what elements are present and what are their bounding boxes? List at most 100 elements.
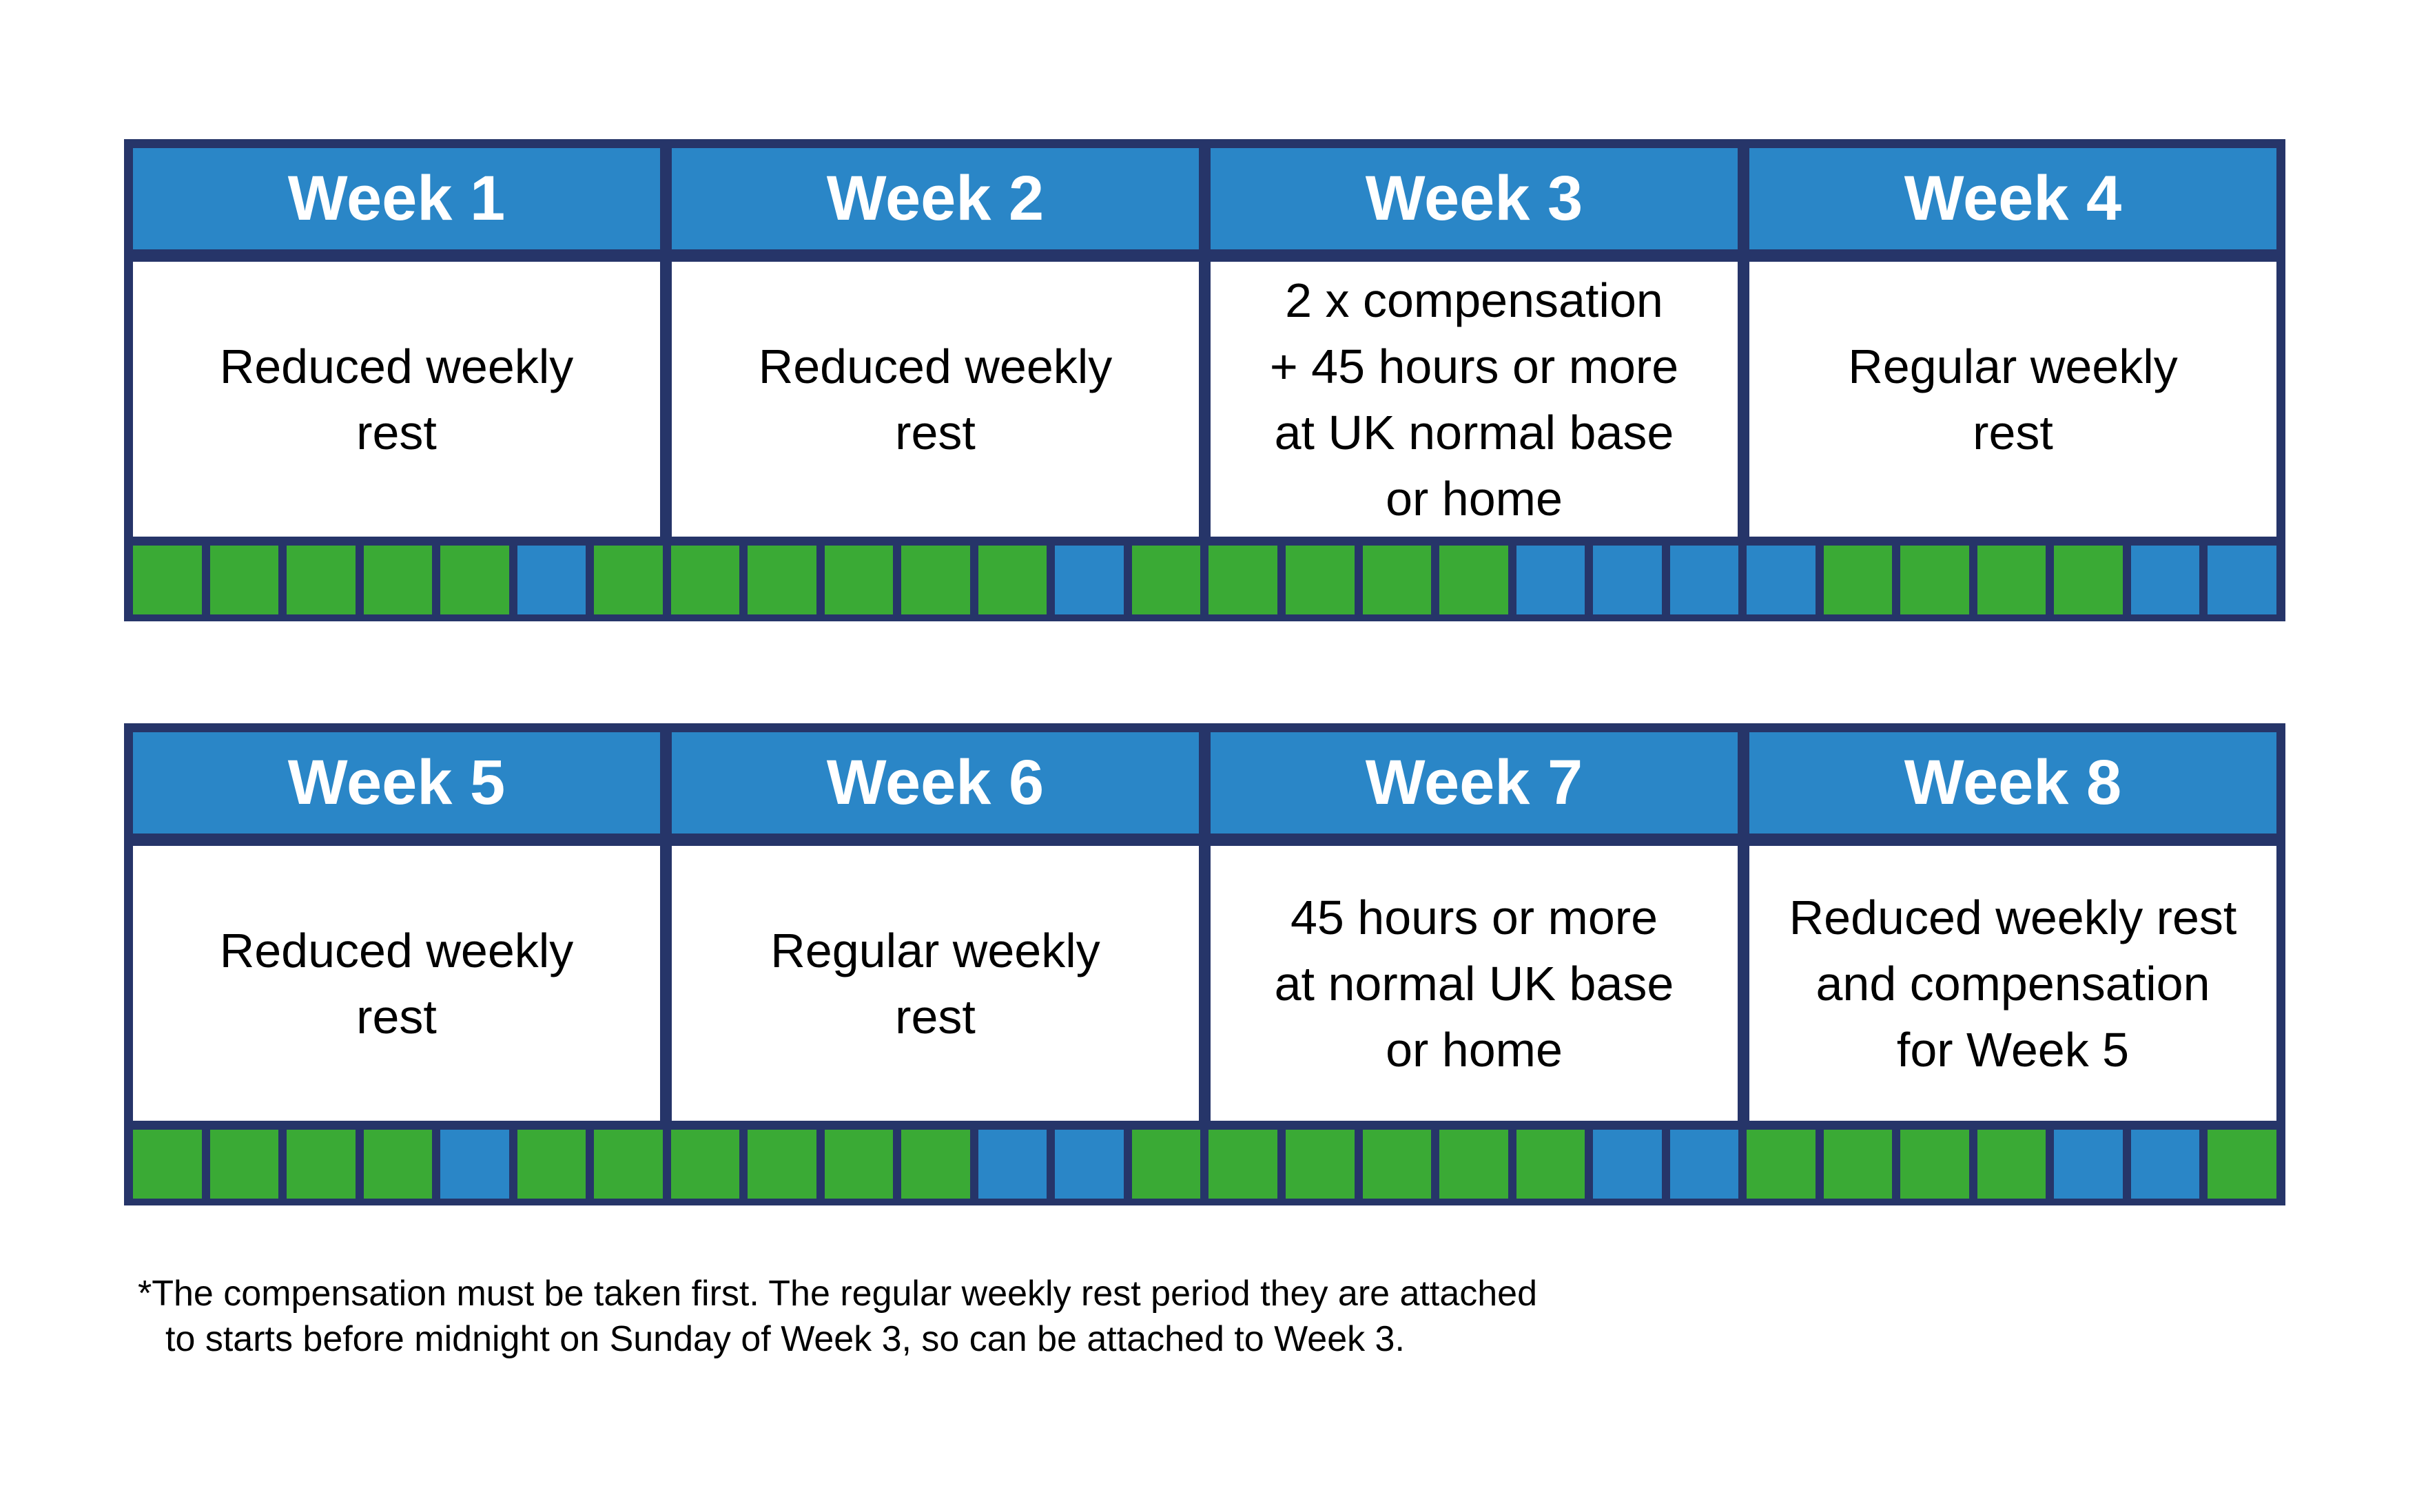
day-square-work [1208, 1130, 1277, 1199]
description-line: 45 hours or more [1290, 890, 1658, 944]
description-line: or home [1386, 1022, 1563, 1077]
day-square-work [1900, 1130, 1969, 1199]
footnote-line: to starts before midnight on Sunday of W… [165, 1319, 1405, 1359]
day-square-work [1362, 546, 1432, 614]
day-square-work [1823, 1130, 1893, 1199]
description-line: Reduced weekly [219, 339, 574, 393]
day-square-work [901, 1130, 970, 1199]
description-row: Reduced weekly rest Reduced weekly rest 2 x … [133, 262, 2276, 537]
day-square-work [824, 546, 894, 614]
week-description-4: Regular weekly rest [1749, 262, 2276, 537]
description-line: Reduced weekly [758, 339, 1113, 393]
day-square-work [1285, 546, 1355, 614]
week-tables: Week 1 Week 2 Week 3 Week 4 Reduced weekly re… [0, 139, 2417, 1205]
day-square-rest [978, 1130, 1047, 1199]
description-line: rest [1973, 405, 2053, 459]
day-square-work [594, 1130, 663, 1199]
day-square-rest [1055, 546, 1124, 614]
day-square-rest [2130, 1130, 2200, 1199]
day-square-work [363, 1130, 433, 1199]
day-square-work [824, 1130, 894, 1199]
description-line: rest [356, 405, 437, 459]
week-description-2: Reduced weekly rest [672, 262, 1199, 537]
description-row: Reduced weekly rest Regular weekly rest 45 h… [133, 846, 2276, 1121]
day-square-rest [2054, 1130, 2123, 1199]
day-square-work [1208, 546, 1277, 614]
description-line: 2 x compensation [1285, 273, 1663, 327]
day-square-work [1439, 1130, 1508, 1199]
description-line: rest [895, 405, 976, 459]
day-square-work [440, 546, 509, 614]
day-square-work [748, 1130, 816, 1199]
day-square-work [1977, 1130, 2046, 1199]
week-header-5: Week 5 [133, 732, 660, 833]
days-strip-2 [133, 1130, 2276, 1199]
day-square-work [670, 546, 740, 614]
day-square-work [1747, 1130, 1816, 1199]
description-line: at normal UK base [1274, 956, 1674, 1011]
week-description-5: Reduced weekly rest [133, 846, 660, 1121]
day-square-rest [2130, 546, 2200, 614]
day-square-work [1516, 1130, 1585, 1199]
week-description-6: Regular weekly rest [672, 846, 1199, 1121]
description-line: Regular weekly [770, 923, 1100, 977]
week-header-4: Week 4 [1749, 148, 2276, 249]
description-line: or home [1386, 471, 1563, 526]
day-square-work [287, 1130, 356, 1199]
day-square-work [1131, 546, 1201, 614]
day-square-work [901, 546, 970, 614]
week-description-3: 2 x compensation + 45 hours or more at UK … [1211, 262, 1738, 537]
day-square-rest [517, 546, 586, 614]
day-square-work [670, 1130, 740, 1199]
day-square-rest [1669, 546, 1739, 614]
week-header-2: Week 2 [672, 148, 1199, 249]
day-square-rest [1055, 1130, 1124, 1199]
week-header-1: Week 1 [133, 148, 660, 249]
day-square-work [287, 546, 356, 614]
day-square-rest [1593, 1130, 1662, 1199]
header-row: Week 1 Week 2 Week 3 Week 4 [133, 148, 2276, 249]
day-square-work [133, 1130, 202, 1199]
day-square-work [2208, 1130, 2276, 1199]
day-square-work [1131, 1130, 1201, 1199]
day-square-work [133, 546, 202, 614]
description-line: rest [895, 989, 976, 1044]
description-line: at UK normal base [1274, 405, 1674, 459]
day-square-work [1285, 1130, 1355, 1199]
week-description-7: 45 hours or more at normal UK base or home [1211, 846, 1738, 1121]
header-row: Week 5 Week 6 Week 7 Week 8 [133, 732, 2276, 833]
day-square-work [978, 546, 1047, 614]
day-square-work [363, 546, 433, 614]
day-square-work [2054, 546, 2123, 614]
week-header-3: Week 3 [1211, 148, 1738, 249]
day-square-work [594, 546, 663, 614]
week-description-8: Reduced weekly rest and compensation for W… [1749, 846, 2276, 1121]
day-square-rest [440, 1130, 509, 1199]
footnote-line: *The compensation must be taken first. T… [138, 1274, 1537, 1314]
day-square-work [1823, 546, 1893, 614]
day-square-work [1362, 1130, 1432, 1199]
days-strip-1 [133, 546, 2276, 614]
day-square-rest [1669, 1130, 1739, 1199]
description-line: rest [356, 989, 437, 1044]
day-square-work [1900, 546, 1969, 614]
week-description-1: Reduced weekly rest [133, 262, 660, 537]
day-square-rest [2208, 546, 2276, 614]
week-header-8: Week 8 [1749, 732, 2276, 833]
week-header-7: Week 7 [1211, 732, 1738, 833]
day-square-work [1977, 546, 2046, 614]
description-line: and compensation [1816, 956, 2210, 1011]
weeks-5-8-table: Week 5 Week 6 Week 7 Week 8 Reduced weekly re… [124, 723, 2285, 1205]
day-square-work [517, 1130, 586, 1199]
weeks-1-4-table: Week 1 Week 2 Week 3 Week 4 Reduced weekly re… [124, 139, 2285, 621]
description-line: Regular weekly [1848, 339, 2178, 393]
footnote: *The compensation must be taken first. T… [138, 1271, 2417, 1362]
day-square-work [209, 546, 279, 614]
description-line: + 45 hours or more [1269, 339, 1679, 393]
description-line: Reduced weekly rest [1789, 890, 2237, 944]
day-square-rest [1747, 546, 1816, 614]
day-square-work [209, 1130, 279, 1199]
day-square-work [1439, 546, 1508, 614]
description-line: Reduced weekly [219, 923, 574, 977]
day-square-rest [1593, 546, 1662, 614]
